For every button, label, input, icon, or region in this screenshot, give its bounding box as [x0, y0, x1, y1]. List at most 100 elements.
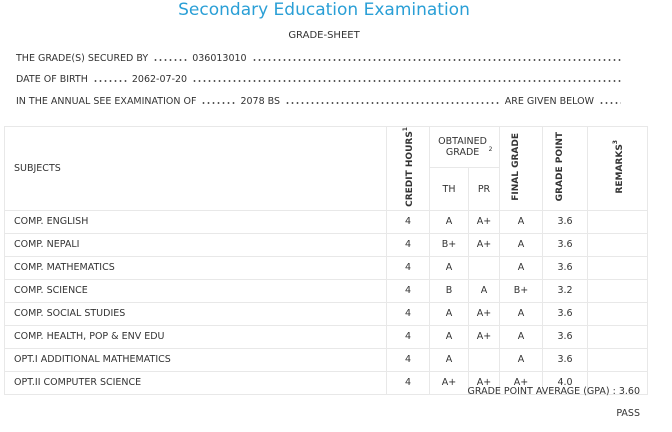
- final-grade: A+: [499, 370, 543, 395]
- header-text: CREDIT HOURS: [405, 131, 415, 207]
- remarks: [587, 370, 648, 395]
- leader: [285, 102, 500, 104]
- grade-point: 3.6: [542, 301, 588, 326]
- remarks: [587, 347, 648, 372]
- grade-th: B+: [429, 232, 469, 257]
- header-obtained: OBTAINED GRADE 2: [429, 125, 500, 169]
- info-label: THE GRADE(S) SECURED BY: [16, 53, 149, 64]
- grade-point: 3.6: [542, 324, 588, 349]
- header-text: GRADE POINT: [555, 132, 565, 202]
- footnote: 2: [488, 145, 493, 153]
- info-value: 2078 BS: [240, 96, 281, 107]
- table-row: COMP. MATHEMATICS 4 A A 3.6: [4, 255, 648, 280]
- table-body: COMP. ENGLISH 4 A A+ A 3.6 COMP. NEPALI 4 B+ A+ A 3…: [4, 209, 648, 395]
- final-grade: A: [499, 209, 543, 234]
- header-text: OBTAINED GRADE: [438, 136, 487, 159]
- credit-hours: 4: [386, 278, 430, 303]
- subject: OPT.II COMPUTER SCIENCE: [4, 370, 387, 395]
- grade-point: 3.6: [542, 347, 588, 372]
- credit-hours: 4: [386, 209, 430, 234]
- gpa-label: GRADE POINT AVERAGE (GPA) :: [467, 386, 616, 397]
- header-text: REMARKS: [614, 144, 625, 194]
- credit-hours: 4: [386, 301, 430, 326]
- table-row: OPT.I ADDITIONAL MATHEMATICS 4 A A 3.6: [4, 347, 648, 372]
- grade-pr: A+: [468, 209, 500, 234]
- subject: COMP. HEALTH, POP & ENV EDU: [4, 324, 387, 349]
- grade-pr: A+: [468, 370, 500, 395]
- final-grade: A: [499, 301, 543, 326]
- header-subjects: SUBJECTS: [4, 126, 387, 211]
- table-row: COMP. ENGLISH 4 A A+ A 3.6: [4, 209, 648, 234]
- credit-hours: 4: [386, 347, 430, 372]
- grade-pr: [468, 255, 500, 280]
- header-pr: PR: [468, 167, 500, 211]
- gpa-value: 3.60: [618, 386, 640, 397]
- remarks: [587, 255, 648, 280]
- info-line: DATE OF BIRTH 2062-07-20: [16, 74, 626, 85]
- grade-th: A: [429, 347, 469, 372]
- result: PASS: [616, 408, 640, 419]
- grade-th: A: [429, 255, 469, 280]
- subject: COMP. SCIENCE: [4, 278, 387, 303]
- credit-hours: 4: [386, 370, 430, 395]
- remarks: [587, 324, 648, 349]
- header-th: TH: [429, 167, 469, 211]
- table-row: COMP. NEPALI 4 B+ A+ A 3.6: [4, 232, 648, 257]
- credit-hours: 4: [386, 324, 430, 349]
- final-grade: B+: [499, 278, 543, 303]
- subject: COMP. SOCIAL STUDIES: [4, 301, 387, 326]
- grade-th: B: [429, 278, 469, 303]
- leader: [599, 102, 621, 104]
- header-text: FINAL GRADE: [511, 133, 521, 201]
- header-credit: CREDIT HOURS1: [386, 126, 430, 211]
- grade-pr: A: [468, 278, 500, 303]
- info-value: 2062-07-20: [131, 74, 188, 85]
- info-suffix: ARE GIVEN BELOW: [504, 96, 594, 107]
- credit-hours: 4: [386, 232, 430, 257]
- info-label: DATE OF BIRTH: [16, 74, 88, 85]
- grade-th: A+: [429, 370, 469, 395]
- subtitle: GRADE-SHEET: [288, 30, 360, 41]
- grade-point: 3.6: [542, 209, 588, 234]
- final-grade: A: [499, 255, 543, 280]
- subject: OPT.I ADDITIONAL MATHEMATICS: [4, 347, 387, 372]
- subject: COMP. MATHEMATICS: [4, 255, 387, 280]
- final-grade: A: [499, 324, 543, 349]
- remarks: [587, 278, 648, 303]
- leader: [201, 102, 236, 104]
- table-row: OPT.II COMPUTER SCIENCE 4 A+ A+ A+ 4.0: [4, 370, 648, 395]
- footnote: 3: [611, 140, 619, 145]
- grade-pr: A+: [468, 232, 500, 257]
- table-row: COMP. SOCIAL STUDIES 4 A A+ A 3.6: [4, 301, 648, 326]
- header-point: GRADE POINT: [542, 126, 588, 211]
- header-remarks: REMARKS3: [587, 126, 648, 211]
- remarks: [587, 209, 648, 234]
- footnote: 1: [402, 127, 409, 132]
- leader: [153, 59, 188, 61]
- table-row: COMP. SCIENCE 4 B A B+ 3.2: [4, 278, 648, 303]
- info-label: IN THE ANNUAL SEE EXAMINATION OF: [16, 96, 197, 107]
- remarks: [587, 232, 648, 257]
- grade-point: 3.6: [542, 255, 588, 280]
- grade-pr: [468, 347, 500, 372]
- info-line: IN THE ANNUAL SEE EXAMINATION OF 2078 BS A…: [16, 96, 626, 107]
- grade-th: A: [429, 209, 469, 234]
- info-line: THE GRADE(S) SECURED BY 036013010: [16, 53, 626, 64]
- grade-th: A: [429, 324, 469, 349]
- grade-point: 4.0: [542, 370, 588, 395]
- grade-th: A: [429, 301, 469, 326]
- subject: COMP. ENGLISH: [4, 209, 387, 234]
- info-value: 036013010: [192, 53, 247, 64]
- grade-point: 3.6: [542, 232, 588, 257]
- subject: COMP. NEPALI: [4, 232, 387, 257]
- leader: [192, 80, 621, 82]
- title: Secondary Education Examination: [178, 0, 470, 20]
- header-final: FINAL GRADE: [499, 126, 543, 211]
- final-grade: A: [499, 232, 543, 257]
- gpa-line: GRADE POINT AVERAGE (GPA) : 3.60: [468, 386, 640, 397]
- final-grade: A: [499, 347, 543, 372]
- grade-point: 3.2: [542, 278, 588, 303]
- table-row: COMP. HEALTH, POP & ENV EDU 4 A A+ A 3.6: [4, 324, 648, 349]
- grade-table: SUBJECTS CREDIT HOURS1 OBTAINED GRADE 2 F…: [4, 125, 648, 395]
